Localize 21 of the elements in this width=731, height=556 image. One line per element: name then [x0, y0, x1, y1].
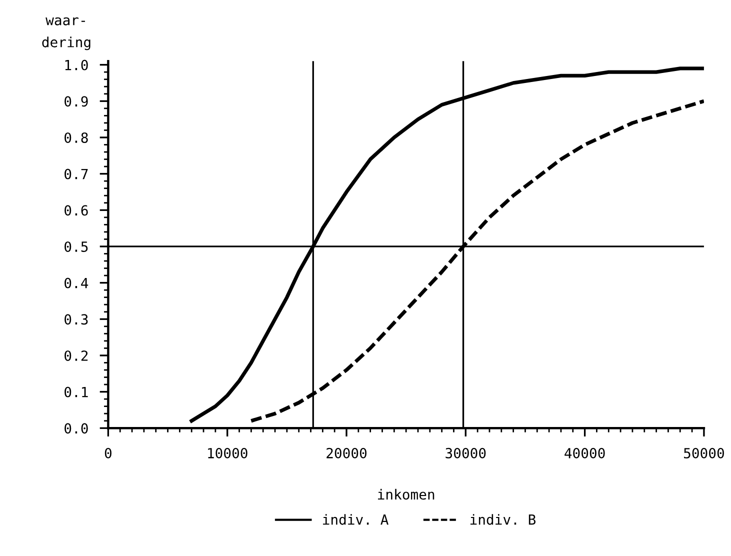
x-tick-label: 10000 — [208, 448, 248, 458]
y-tick-label: 0.8 — [64, 132, 88, 143]
y-tick-label: 0.6 — [64, 205, 88, 216]
y-tick-label: 0.5 — [64, 241, 88, 252]
y-tick-label: 1.0 — [65, 60, 88, 70]
x-axis-title: inkomen — [378, 488, 434, 500]
y-tick-label: 0.0 — [64, 423, 88, 434]
y-tick-label: 0.2 — [64, 350, 88, 361]
y-tick-label: 0.9 — [64, 96, 88, 107]
x-tick-label: 50000 — [684, 448, 724, 458]
y-tick-label: 0.4 — [64, 278, 88, 288]
x-tick-label: 40000 — [564, 448, 605, 458]
y-tick-label: 0.1 — [64, 386, 88, 398]
y-tick-label: 0.7 — [64, 168, 88, 180]
x-tick-label: 0 — [104, 448, 112, 458]
legend-label: indiv. B — [470, 514, 536, 525]
x-tick-label: 20000 — [326, 448, 366, 458]
y-axis-title: waar- dering — [42, 17, 90, 50]
legend-label: indiv. A — [323, 514, 388, 525]
x-tick-label: 30000 — [446, 448, 486, 458]
y-tick-label: 0.3 — [64, 314, 88, 325]
